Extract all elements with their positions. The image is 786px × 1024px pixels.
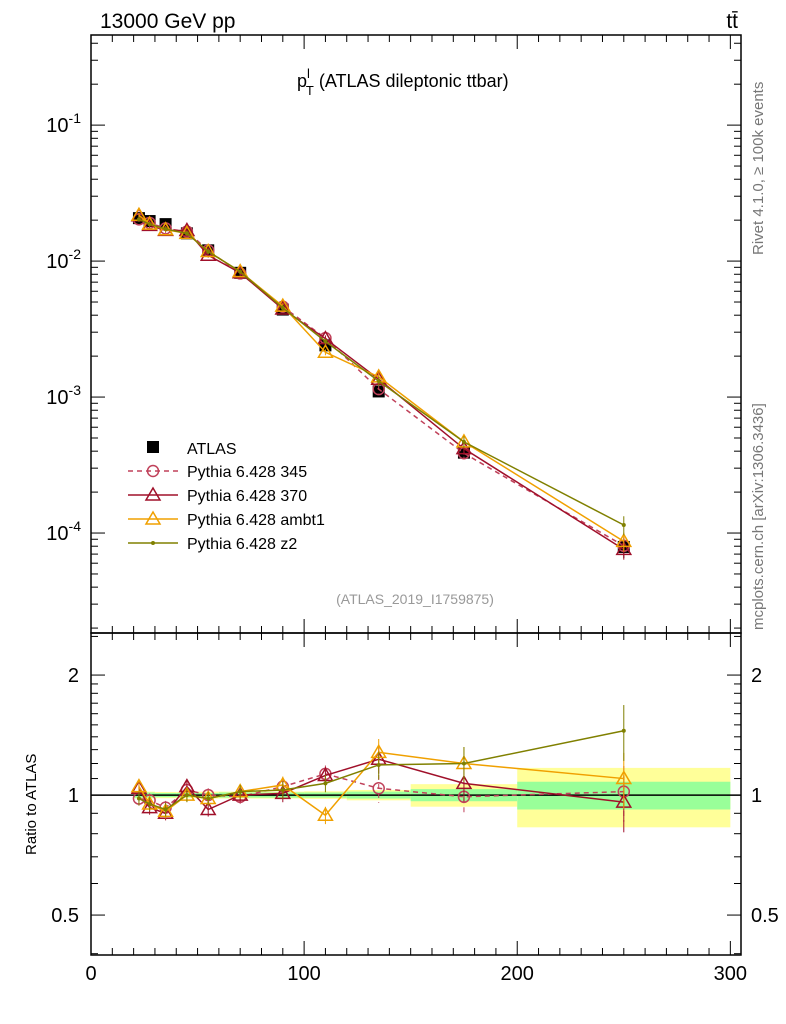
series-point: [274, 300, 292, 315]
ratio-tick-label-right: 2: [751, 665, 762, 687]
header-right: tt̄: [726, 10, 738, 33]
legend-marker: [144, 510, 162, 525]
series-ratio-point: [231, 786, 249, 801]
x-tick-label: 100: [287, 963, 320, 985]
series-point: [376, 379, 381, 384]
legend-marker: [151, 541, 155, 545]
ratio-ylabel: Ratio to ATLAS: [23, 754, 40, 855]
series-point: [163, 227, 168, 232]
series-ratio-point: [147, 801, 152, 806]
side-label-bottom: mcplots.cern.ch [arXiv:1306.3436]: [750, 403, 767, 630]
series-ratio-point: [163, 807, 168, 812]
legend-marker-atlas: [147, 441, 159, 453]
title-sup: l: [307, 66, 310, 81]
side-label-top: Rivet 4.1.0, ≥ 100k events: [750, 82, 767, 255]
series-ratio-point: [130, 778, 148, 793]
y-tick-label: 10-4: [46, 518, 81, 545]
series-ratio-point: [323, 781, 328, 786]
ratio-tick-label-right: 1: [751, 785, 762, 807]
series-point: [147, 222, 152, 227]
series-ratio-point: [184, 793, 189, 798]
series-point: [206, 249, 211, 254]
series-ratio-point: [615, 770, 633, 785]
series-point: [621, 523, 626, 528]
ratio-frame: [90, 632, 742, 956]
ratio-tick-label-right: 0.5: [751, 905, 779, 927]
series-ratio-point: [372, 782, 385, 795]
series-point: [461, 439, 466, 444]
series-ratio-point: [376, 762, 381, 767]
legend-label: Pythia 6.428 345: [187, 464, 307, 481]
series-point: [231, 263, 249, 278]
ratio-tick-label: 0.5: [51, 905, 79, 927]
series-ratio-point: [317, 806, 334, 821]
title-sub: T: [306, 83, 314, 98]
series-point: [615, 532, 633, 548]
series-point: [323, 339, 328, 344]
legend-label: Pythia 6.428 ambt1: [187, 512, 325, 529]
legend-label: ATLAS: [187, 441, 237, 458]
x-tick-label: 0: [85, 963, 96, 985]
legend-marker: [144, 486, 162, 501]
title-main: p: [297, 71, 307, 91]
analysis-annotation: (ATLAS_2019_I1759875): [336, 591, 494, 607]
series-point: [184, 231, 189, 236]
chart-title: pl T (ATLAS dileptonic ttbar): [297, 66, 509, 98]
legend-label: Pythia 6.428 z2: [187, 536, 297, 553]
series-ratio-point: [206, 796, 211, 801]
series-point: [199, 243, 217, 258]
series-point: [455, 440, 473, 455]
series-ratio-point: [461, 761, 466, 766]
series-point: [238, 269, 243, 274]
legend-label: Pythia 6.428 370: [187, 488, 307, 505]
series-point: [615, 540, 633, 556]
series-ratio-point: [280, 787, 285, 792]
legend-marker: [146, 464, 160, 478]
y-tick-label: 10-2: [46, 246, 81, 273]
title-rest: (ATLAS dileptonic ttbar): [314, 71, 509, 91]
series-point: [280, 305, 285, 310]
series-point: [317, 343, 334, 358]
series-ratio-point: [455, 774, 473, 790]
header-left: 13000 GeV pp: [100, 10, 235, 33]
series-ratio-point: [136, 796, 141, 801]
series-point: [136, 217, 141, 222]
series-ratio-point: [141, 799, 158, 814]
series-ratio-point: [621, 728, 626, 733]
y-tick-label: 10-1: [46, 110, 81, 137]
ratio-tick-label: 2: [68, 665, 79, 687]
series-ratio-point: [238, 789, 243, 794]
x-tick-label: 200: [501, 963, 534, 985]
ratio-tick-label: 1: [68, 785, 79, 807]
series-ratio-point: [199, 801, 217, 816]
x-tick-label: 300: [714, 963, 747, 985]
y-tick-label: 10-3: [46, 382, 81, 409]
